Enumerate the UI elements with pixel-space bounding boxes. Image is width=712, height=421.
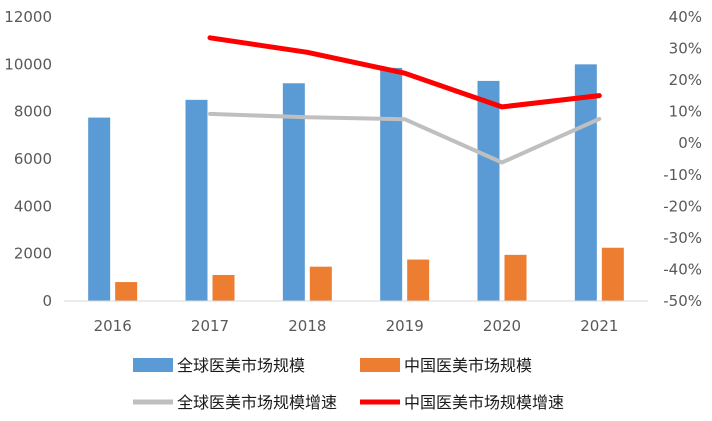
right-axis-tick-labels: -50% -40% -30% -20% -10% 0% 10% 20% 30% 40% bbox=[663, 8, 702, 310]
right-tick-label: -30% bbox=[663, 229, 702, 247]
x-tick-label: 2016 bbox=[94, 317, 132, 335]
bar-china-2017 bbox=[212, 274, 235, 301]
left-tick-label: 10000 bbox=[4, 55, 52, 73]
bar-china-2016 bbox=[115, 282, 138, 301]
bar-china-2018 bbox=[309, 266, 332, 301]
right-tick-label: 20% bbox=[669, 71, 702, 89]
right-tick-label: -20% bbox=[663, 197, 702, 215]
legend-item: 中国医美市场规模增速 bbox=[360, 393, 564, 412]
right-tick-label: -50% bbox=[663, 292, 702, 310]
bar-china-2021 bbox=[601, 247, 624, 301]
legend-label: 中国医美市场规模 bbox=[404, 356, 532, 375]
legend-item: 全球医美市场规模增速 bbox=[133, 393, 337, 412]
left-tick-label: 0 bbox=[42, 292, 52, 310]
x-tick-label: 2019 bbox=[386, 317, 424, 335]
legend-label: 全球医美市场规模 bbox=[177, 356, 305, 375]
legend-item: 中国医美市场规模 bbox=[360, 356, 532, 375]
legend-label: 全球医美市场规模增速 bbox=[177, 393, 337, 412]
bar-global-2016 bbox=[88, 117, 111, 301]
x-tick-label: 2018 bbox=[288, 317, 326, 335]
line-china-growth bbox=[207, 35, 602, 110]
legend-item: 全球医美市场规模 bbox=[133, 356, 305, 375]
left-tick-label: 8000 bbox=[14, 103, 52, 121]
right-tick-label: 0% bbox=[678, 134, 702, 152]
bar-global-2020 bbox=[477, 80, 500, 302]
right-tick-label: -40% bbox=[663, 260, 702, 278]
bar-china-2020 bbox=[504, 254, 527, 301]
bar-china-2019 bbox=[407, 259, 430, 301]
legend-swatch bbox=[133, 358, 173, 372]
x-tick-label: 2021 bbox=[580, 317, 618, 335]
line-global-growth bbox=[208, 111, 602, 165]
left-tick-label: 2000 bbox=[14, 245, 52, 263]
x-tick-label: 2020 bbox=[483, 317, 521, 335]
growth-lines bbox=[207, 35, 602, 165]
right-tick-label: 10% bbox=[669, 103, 702, 121]
bar-global-2019 bbox=[380, 67, 403, 301]
right-tick-label: 40% bbox=[669, 8, 702, 26]
left-tick-label: 6000 bbox=[14, 150, 52, 168]
bar-global-2017 bbox=[185, 99, 208, 301]
legend-label: 中国医美市场规模增速 bbox=[404, 393, 564, 412]
x-tick-label: 2017 bbox=[191, 317, 229, 335]
left-tick-label: 12000 bbox=[4, 8, 52, 26]
right-tick-label: 30% bbox=[669, 40, 702, 58]
left-axis-tick-labels: 0 2000 4000 6000 8000 10000 12000 bbox=[4, 8, 52, 310]
x-axis-tick-labels: 2016 2017 2018 2019 2020 2021 bbox=[94, 317, 619, 335]
bar-global-2018 bbox=[282, 83, 305, 302]
right-tick-label: -10% bbox=[663, 166, 702, 184]
legend-swatch bbox=[360, 358, 400, 372]
left-tick-label: 4000 bbox=[14, 197, 52, 215]
